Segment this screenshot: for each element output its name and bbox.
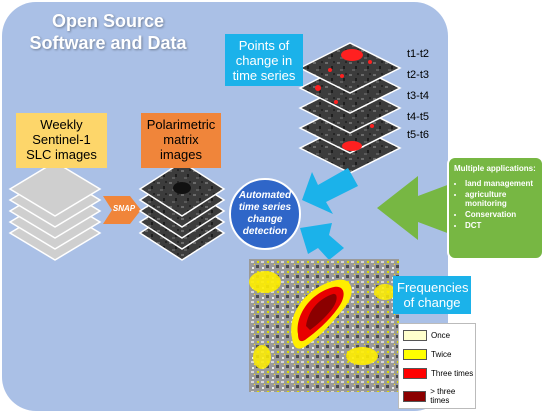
weekly-line-3: SLC images bbox=[26, 147, 97, 162]
applications-box: Multiple applications: land management a… bbox=[447, 156, 544, 260]
weekly-line-1: Weekly bbox=[40, 117, 83, 132]
legend-label: Three times bbox=[431, 369, 474, 378]
frequency-legend: Once Twice Three times > three times bbox=[398, 323, 476, 409]
polarimetric-line-3: images bbox=[160, 147, 202, 162]
weekly-sentinel-box: Weekly Sentinel-1 SLC images bbox=[16, 113, 107, 168]
title-line-2: Software and Data bbox=[29, 33, 187, 53]
time-label-t3-t4: t3-t4 bbox=[407, 90, 430, 102]
points-line-3: time series bbox=[232, 68, 296, 83]
frequency-change-map bbox=[249, 259, 399, 392]
process-line-4: detection bbox=[242, 226, 288, 237]
polarimetric-matrix-box: Polarimetric matrix images bbox=[141, 113, 221, 168]
legend-swatch bbox=[403, 368, 427, 379]
polarimetric-image-stack bbox=[138, 161, 226, 261]
legend-swatch bbox=[403, 390, 427, 402]
snap-arrow bbox=[103, 196, 141, 224]
legend-swatch bbox=[403, 349, 427, 360]
snap-label: SNAP bbox=[112, 204, 136, 213]
process-line-1: Automated bbox=[238, 190, 292, 201]
legend-entry-more-than-three: > three times bbox=[403, 387, 475, 405]
change-points-stack bbox=[298, 42, 402, 174]
process-line-3: change bbox=[247, 214, 283, 225]
polarimetric-line-2: matrix bbox=[163, 132, 199, 147]
process-line-2: time series bbox=[238, 202, 292, 213]
frequencies-line-1: Frequencies bbox=[397, 280, 469, 295]
legend-entry-once: Once bbox=[403, 330, 450, 341]
applications-list: land management agriculture monitoring C… bbox=[454, 179, 538, 230]
legend-label: > three times bbox=[430, 387, 456, 405]
time-label-t4-t5: t4-t5 bbox=[407, 111, 430, 123]
legend-swatch bbox=[403, 330, 427, 341]
polarimetric-line-1: Polarimetric bbox=[146, 117, 216, 132]
points-line-2: change in bbox=[235, 53, 293, 68]
weekly-line-2: Sentinel-1 bbox=[32, 132, 91, 147]
arrow-to-frequencies bbox=[300, 223, 344, 260]
application-item: Conservation bbox=[465, 210, 538, 219]
applications-heading: Multiple applications: bbox=[454, 164, 536, 173]
title-line-1: Open Source bbox=[51, 11, 165, 31]
time-label-t2-t3: t2-t3 bbox=[407, 69, 430, 81]
legend-entry-three-times: Three times bbox=[403, 368, 473, 379]
panel-title: Open Source Software and Data bbox=[18, 10, 198, 54]
time-label-t1-t2: t1-t2 bbox=[407, 48, 430, 60]
time-label-t5-t6: t5-t6 bbox=[407, 129, 430, 141]
applications-arrow bbox=[377, 176, 450, 240]
application-item: DCT bbox=[465, 221, 538, 230]
legend-label: Twice bbox=[431, 350, 452, 359]
frequencies-of-change-box: Frequencies of change bbox=[393, 276, 471, 314]
points-of-change-box: Points of change in time series bbox=[225, 34, 303, 86]
automated-detection-circle: Automated time series change detection bbox=[229, 178, 301, 250]
points-line-1: Points of bbox=[238, 38, 290, 53]
legend-label: Once bbox=[431, 331, 451, 340]
frequencies-line-2: of change bbox=[403, 295, 461, 310]
arrow-to-points bbox=[302, 168, 358, 214]
legend-entry-twice: Twice bbox=[403, 349, 451, 360]
application-item: agriculture monitoring bbox=[465, 190, 538, 208]
slc-image-stack bbox=[8, 161, 102, 261]
application-item: land management bbox=[465, 179, 538, 188]
